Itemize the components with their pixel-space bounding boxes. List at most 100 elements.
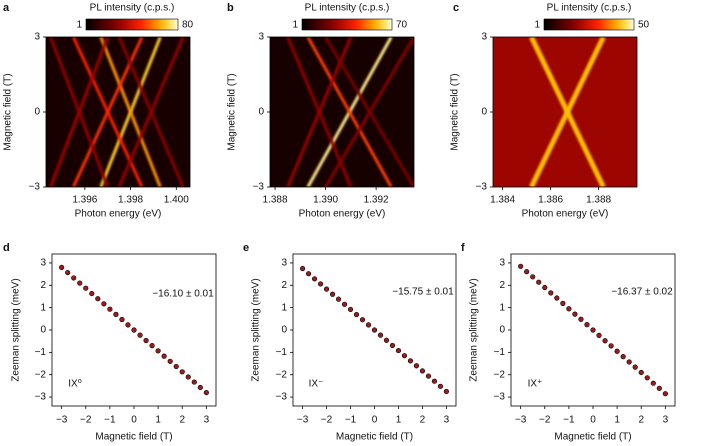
data-point (650, 380, 656, 386)
data-point (578, 316, 584, 322)
data-point (518, 263, 524, 269)
data-point (149, 343, 155, 349)
data-point (155, 348, 161, 354)
y-tick-label: −3 (476, 182, 488, 193)
fit-annotation: −16.10 ± 0.01 (152, 289, 214, 300)
data-point (131, 327, 137, 333)
data-point (407, 358, 414, 364)
x-tick-label: 0 (590, 415, 596, 426)
x-tick-label: −1 (345, 415, 357, 426)
x-axis-label: Magnetic field (T) (95, 432, 172, 443)
data-point (77, 280, 83, 286)
panel-letter: c (453, 2, 459, 14)
colorbar-tick-label: 70 (396, 20, 408, 31)
y-tick-label: −3 (253, 182, 265, 193)
y-axis-label: Zeeman splitting (meV) (469, 278, 480, 381)
y-tick-label: −2 (276, 369, 288, 380)
heatmap-lines (286, 37, 414, 187)
heatmap-background (46, 37, 190, 187)
x-axis-label: Photon energy (eV) (75, 209, 162, 220)
y-axis-label: Magnetic field (T) (3, 73, 14, 150)
data-point (101, 301, 107, 307)
panel-letter: d (3, 242, 10, 254)
data-point (620, 354, 626, 360)
y-axis-label: Zeeman splitting (meV) (251, 278, 262, 381)
y-tick-label: −3 (35, 392, 47, 403)
data-point (401, 353, 408, 359)
colorbar-tick-label: 1 (534, 20, 540, 31)
data-point (383, 337, 390, 343)
y-tick-label: 0 (34, 107, 40, 118)
x-tick-label: −3 (56, 415, 68, 426)
y-tick-label: 3 (281, 258, 287, 269)
y-tick-label: 1 (40, 302, 46, 313)
data-point (173, 363, 179, 370)
x-tick-label: 1.384 (490, 195, 515, 206)
x-tick-label: 1.396 (72, 195, 97, 206)
y-tick-label: 3 (499, 258, 505, 269)
data-point (530, 274, 536, 280)
data-point (347, 306, 354, 313)
data-point (626, 359, 632, 365)
data-point (632, 364, 638, 370)
data-point (185, 374, 191, 380)
data-point (137, 332, 143, 338)
x-tick-label: 1.388 (263, 195, 288, 206)
data-point (359, 317, 366, 323)
data-point (143, 337, 149, 344)
data-point (602, 338, 608, 344)
exciton-label: IX⁻ (309, 379, 324, 390)
x-tick-label: 0 (372, 415, 378, 426)
x-tick-label: −2 (539, 415, 551, 426)
y-axis-label: Zeeman splitting (meV) (11, 278, 22, 381)
x-tick-label: −1 (104, 415, 116, 426)
panel-letter: f (461, 242, 465, 254)
data-point (542, 284, 548, 291)
data-point (590, 327, 596, 333)
emission-line (306, 37, 393, 187)
x-tick-label: 0 (131, 415, 137, 426)
emission-line (529, 37, 606, 187)
emission-line (117, 37, 185, 187)
data-point (395, 347, 402, 354)
x-axis-label: Photon energy (eV) (299, 209, 386, 220)
y-tick-label: −1 (494, 347, 506, 358)
data-point (437, 383, 444, 389)
x-tick-label: 1.398 (118, 195, 143, 206)
data-point (554, 295, 560, 301)
x-axis-label: Photon energy (eV) (522, 209, 609, 220)
data-point (167, 358, 173, 364)
data-point (191, 379, 197, 385)
fit-annotation: −16.37 ± 0.02 (611, 287, 673, 298)
exciton-label: IX⁰ (68, 379, 81, 390)
data-point (638, 369, 644, 376)
data-point (311, 276, 318, 282)
x-tick-label: 2 (420, 415, 426, 426)
emission-line (324, 37, 414, 187)
data-point (119, 316, 125, 323)
data-point (644, 375, 650, 381)
y-tick-label: 3 (258, 32, 264, 43)
data-point (572, 311, 578, 317)
data-point (317, 281, 324, 287)
data-point (560, 300, 566, 307)
data-point (197, 384, 203, 391)
data-point (161, 353, 167, 359)
data-point (107, 306, 113, 312)
colorbar (85, 18, 179, 31)
data-point (656, 385, 662, 391)
y-tick-label: −2 (35, 369, 47, 380)
data-point (584, 322, 590, 328)
colorbar-tick-label: 1 (76, 20, 82, 31)
y-tick-label: 0 (258, 107, 264, 118)
y-tick-label: 0 (499, 325, 505, 336)
x-tick-label: 1 (155, 415, 161, 426)
exciton-label: IX⁺ (528, 379, 543, 390)
data-point (662, 391, 668, 397)
y-axis-label: Magnetic field (T) (227, 73, 238, 150)
data-point (443, 388, 450, 395)
y-tick-label: −2 (494, 369, 506, 380)
y-tick-label: 3 (481, 32, 487, 43)
data-point (566, 306, 572, 312)
